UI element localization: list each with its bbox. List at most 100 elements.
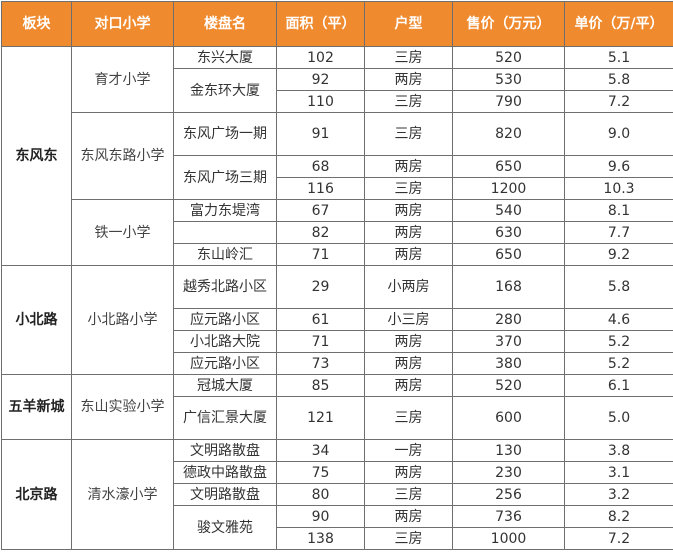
type-cell: 三房: [364, 90, 453, 113]
unit-price-cell: 5.1: [564, 46, 673, 69]
unit-price-cell: 8.1: [564, 199, 673, 222]
area-cell: 61: [276, 308, 365, 331]
price-cell: 520: [452, 374, 565, 397]
unit-price-cell: 9.6: [564, 155, 673, 178]
area-cell: 90: [276, 505, 365, 528]
type-cell: 一房: [364, 439, 453, 462]
unit-price-cell: 7.2: [564, 527, 673, 550]
type-cell: 两房: [364, 243, 453, 266]
unit-price-cell: 7.2: [564, 90, 673, 113]
type-cell: 三房: [364, 112, 453, 156]
price-cell: 520: [452, 46, 565, 69]
price-cell: 540: [452, 199, 565, 222]
table-row: 铁一小学 富力东堤湾 67 两房 540 8.1: [2, 199, 673, 266]
header-estate: 楼盘名: [173, 1, 277, 47]
area-cell: 34: [276, 439, 365, 462]
unit-price-cell: 3.2: [564, 483, 673, 506]
area-cell: 102: [276, 46, 365, 69]
estate-cell: 冠城大厦: [173, 374, 277, 397]
table-row: 五羊新城 东山实验小学 冠城大厦 85 两房 520 6.1: [1, 374, 673, 440]
type-cell: 小三房: [364, 308, 453, 331]
estate-cell: 富力东堤湾: [173, 199, 277, 222]
header-row: 板块 对口小学 楼盘名 面积（平） 户型 售价（万元） 单价（万/平）: [1, 1, 673, 47]
area-cell: 85: [276, 374, 365, 397]
district-cell: 东风东: [1, 46, 72, 266]
price-cell: 280: [452, 308, 565, 331]
school-cell: 东风东路小学: [71, 112, 174, 200]
header-area: 面积（平）: [276, 1, 365, 47]
type-cell: 三房: [364, 527, 453, 550]
type-cell: 两房: [364, 352, 453, 375]
table-body: 东风东 育才小学 东兴大厦 102 三房 520 5.1 金东环大厦 92 两房 530 5.8 110…: [1, 46, 673, 550]
area-cell: 82: [276, 221, 365, 244]
estate-cell: 文明路散盘: [173, 483, 277, 506]
unit-price-cell: 9.2: [564, 243, 673, 266]
type-cell: 两房: [364, 68, 453, 91]
unit-price-cell: 7.7: [564, 221, 673, 244]
table-row: 东风广场三期 68 两房 650 9.6: [2, 155, 673, 200]
area-cell: 91: [276, 112, 365, 156]
price-cell: 1000: [452, 527, 565, 550]
type-cell: 两房: [364, 330, 453, 353]
type-cell: 三房: [364, 177, 453, 200]
unit-price-cell: 8.2: [564, 505, 673, 528]
type-cell: 三房: [364, 396, 453, 440]
estate-cell: 应元路小区: [173, 308, 277, 331]
price-cell: 130: [452, 439, 565, 462]
estate-cell: 东山岭汇: [173, 243, 277, 266]
table-row: 应元路小区 73 两房 380 5.2: [2, 352, 673, 375]
table-row: 骏文雅苑 90 两房 736 8.2: [2, 505, 673, 550]
estate-cell: 金东环大厦: [173, 68, 277, 113]
area-cell: 121: [276, 396, 365, 440]
table-row: 东风东路小学 东风广场一期 91 三房 820 9.0: [2, 112, 673, 200]
estate-cell: 越秀北路小区: [173, 265, 277, 309]
area-cell: 68: [276, 155, 365, 178]
header-school: 对口小学: [71, 1, 174, 47]
district-cell: 五羊新城: [1, 374, 72, 440]
table-row: 东风东 育才小学 东兴大厦 102 三房 520 5.1: [1, 46, 673, 266]
table-row: 110 三房 790 7.2: [2, 90, 673, 113]
price-cell: 820: [452, 112, 565, 156]
type-cell: 两房: [364, 199, 453, 222]
unit-price-cell: 3.1: [564, 461, 673, 484]
unit-price-cell: 5.2: [564, 330, 673, 353]
estate-cell: 东兴大厦: [173, 46, 277, 69]
area-cell: 73: [276, 352, 365, 375]
unit-price-cell: 5.0: [564, 396, 673, 440]
price-cell: 650: [452, 155, 565, 178]
table-row: 小北路大院 71 两房 370 5.2: [2, 330, 673, 353]
table-row: 北京路 清水濠小学 文明路散盘 34 一房 130 3.8: [1, 439, 673, 550]
area-cell: 80: [276, 483, 365, 506]
estate-cell: 小北路大院: [173, 330, 277, 353]
price-cell: 1200: [452, 177, 565, 200]
unit-price-cell: 3.8: [564, 439, 673, 462]
header-unit-price: 单价（万/平）: [564, 1, 673, 47]
area-cell: 116: [276, 177, 365, 200]
estate-cell: 骏文雅苑: [173, 505, 277, 550]
header-price: 售价（万元）: [452, 1, 565, 47]
estate-cell: 广信汇景大厦: [173, 396, 277, 440]
unit-price-cell: 9.0: [564, 112, 673, 156]
unit-price-cell: 5.8: [564, 68, 673, 91]
unit-price-cell: 5.2: [564, 352, 673, 375]
type-cell: 小两房: [364, 265, 453, 309]
type-cell: 三房: [364, 483, 453, 506]
housing-price-table: 板块 对口小学 楼盘名 面积（平） 户型 售价（万元） 单价（万/平） 东风东育…: [1, 1, 673, 550]
area-cell: 75: [276, 461, 365, 484]
unit-price-cell: 5.8: [564, 265, 673, 309]
estate-cell: 应元路小区: [173, 352, 277, 375]
area-cell: 71: [276, 330, 365, 353]
price-cell: 736: [452, 505, 565, 528]
estate-cell: 文明路散盘: [173, 439, 277, 462]
type-cell: 两房: [364, 505, 453, 528]
type-cell: 两房: [364, 461, 453, 484]
area-cell: 92: [276, 68, 365, 91]
price-cell: 380: [452, 352, 565, 375]
district-cell: 小北路: [1, 265, 72, 375]
type-cell: 三房: [364, 46, 453, 69]
price-cell: 370: [452, 330, 565, 353]
area-cell: 110: [276, 90, 365, 113]
estate-cell: 德政中路散盘: [173, 461, 277, 484]
table-row: 小北路 小北路小学 越秀北路小区 29 小两房 168 5.8: [1, 265, 673, 375]
area-cell: 138: [276, 527, 365, 550]
